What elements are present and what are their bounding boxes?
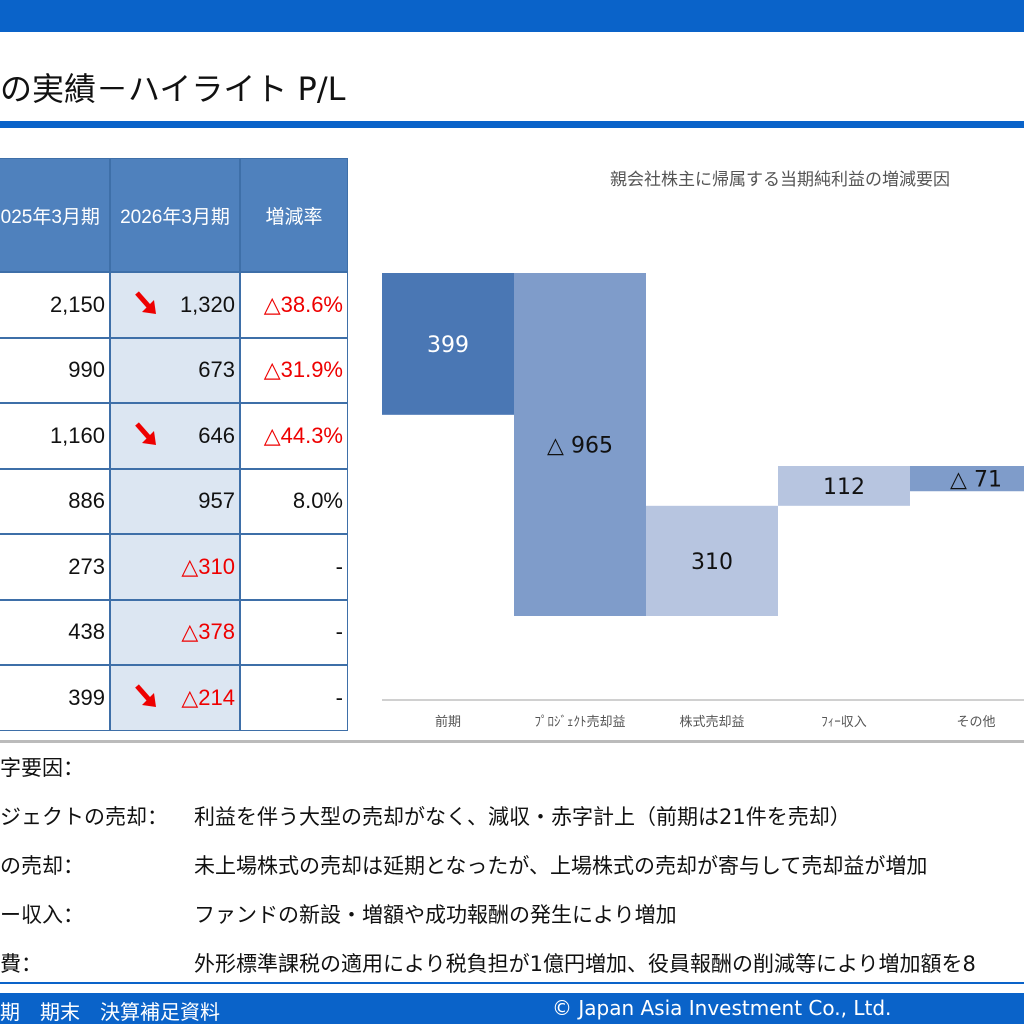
note-text: 未上場株式の売却は延期となったが、上場株式の売却が寄与して売却益が増加 <box>194 854 928 878</box>
data-label: 310 <box>691 550 733 575</box>
column-header: 2025年3月期 <box>0 158 110 272</box>
top-bar <box>0 0 1024 32</box>
x-tick-label: 前期 <box>435 714 461 730</box>
footer-right: © Japan Asia Investment Co., Ltd. <box>552 996 892 1020</box>
down-arrow-icon <box>134 683 160 718</box>
table-cell: △310 <box>110 534 240 600</box>
table-cell: 990 <box>0 337 110 403</box>
chart: 親会社株主に帰属する当期純利益の増減要因 399 前期 △ 965 ﾌﾟﾛｼﾞｪｸﾄ売… <box>382 170 1024 730</box>
table-cell: △378 <box>110 599 240 665</box>
table-cell: 438 <box>0 599 110 665</box>
table-cell: △214 <box>110 665 240 731</box>
note-text: 外形標準課税の適用により税負担が1億円増加、役員報酬の削減等により増加額を8 <box>194 952 976 976</box>
title-rule <box>0 121 1024 128</box>
footer <box>0 993 1024 1024</box>
chart-title: 親会社株主に帰属する当期純利益の増減要因 <box>610 170 950 190</box>
table-cell: 2,150 <box>0 272 110 338</box>
column-header: 増減率 <box>240 158 348 272</box>
footer-rule <box>0 982 1024 984</box>
x-tick-label: 株式売却益 <box>679 714 744 730</box>
table-cell: △44.3% <box>240 403 348 469</box>
note-label: ジェクトの売却： <box>0 805 168 829</box>
table-cell: 1,160 <box>0 403 110 469</box>
table-cell: △31.9% <box>240 337 348 403</box>
data-label: 399 <box>427 333 469 358</box>
x-tick-label: ﾌｨｰ収入 <box>821 715 867 730</box>
table-cell: △38.6% <box>240 272 348 338</box>
table-cell: 1,320 <box>110 272 240 338</box>
data-label: 112 <box>823 475 865 500</box>
note-text: ファンドの新設・増額や成功報酬の発生により増加 <box>194 903 677 927</box>
table-cell: - <box>240 665 348 731</box>
note-label: の売却： <box>0 854 84 878</box>
divider <box>0 740 1024 743</box>
bar <box>382 273 514 415</box>
footer-left: 期 期末 決算補足資料 <box>0 1000 220 1024</box>
bar <box>514 273 646 616</box>
data-label: △ 965 <box>547 434 613 459</box>
table-cell: 886 <box>0 468 110 534</box>
column-header: 2026年3月期 <box>110 158 240 272</box>
data-label: △ 71 <box>950 468 1002 493</box>
bar <box>778 466 910 506</box>
bar <box>910 466 1024 492</box>
note-label: 字要因： <box>0 756 84 780</box>
x-tick-label: その他 <box>956 715 995 730</box>
table-cell: - <box>240 599 348 665</box>
table-cell: 646 <box>110 403 240 469</box>
table-cell: 957 <box>110 468 240 534</box>
note-text: 利益を伴う大型の売却がなく、減収・赤字計上（前期は21件を売却） <box>194 805 851 829</box>
down-arrow-icon <box>134 290 160 325</box>
title: の実績－ハイライト P/L <box>0 70 346 108</box>
table-cell: 673 <box>110 337 240 403</box>
table: 2025年3月期 2026年3月期 増減率 2,150 1,320 △38.6% 990 67… <box>0 0 350 740</box>
table-cell: 273 <box>0 534 110 600</box>
note-label: ー収入： <box>0 903 84 927</box>
table-cell: 8.0% <box>240 468 348 534</box>
down-arrow-icon <box>134 421 160 456</box>
x-tick-label: ﾌﾟﾛｼﾞｪｸﾄ売却益 <box>534 714 625 730</box>
note-label: 費： <box>0 952 42 976</box>
table-cell: - <box>240 534 348 600</box>
bar <box>646 505 778 616</box>
table-cell: 399 <box>0 665 110 731</box>
